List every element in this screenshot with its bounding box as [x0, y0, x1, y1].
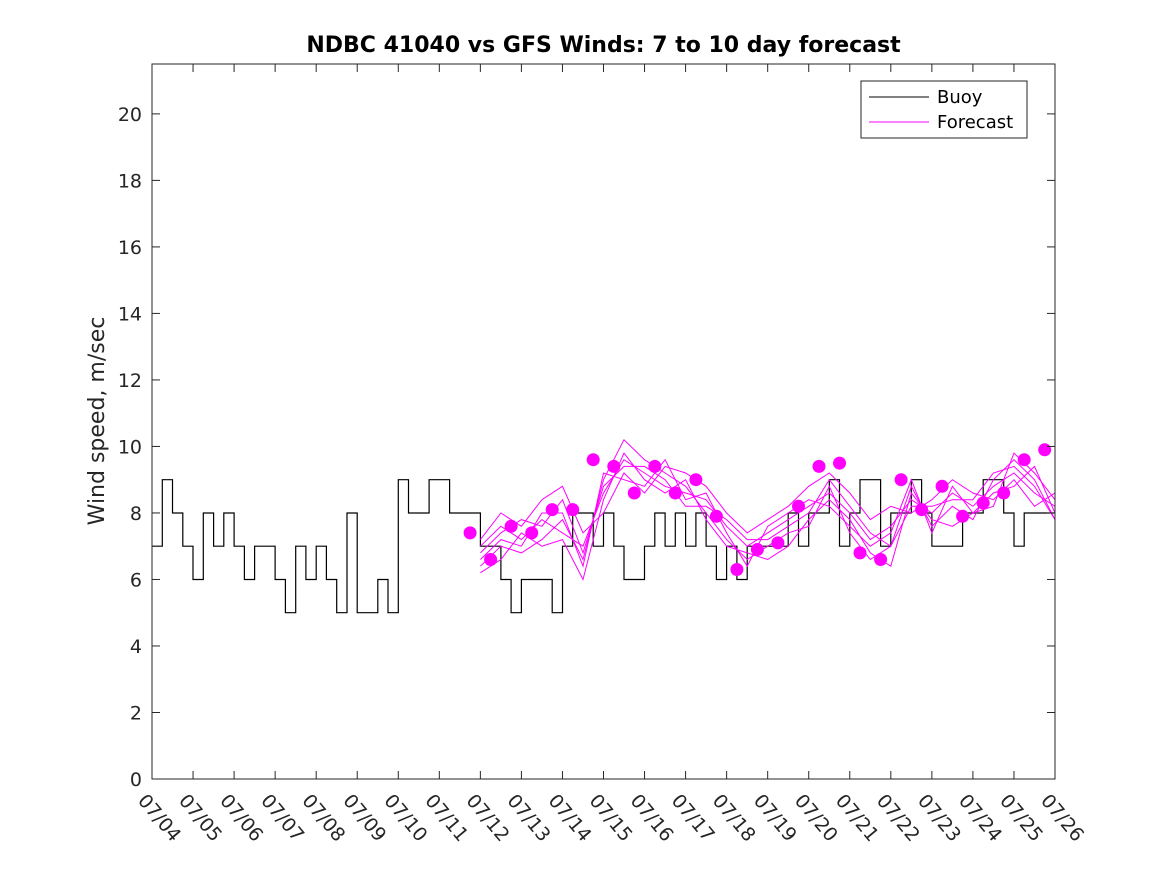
x-tick-label: 07/11 [420, 790, 472, 846]
forecast-marker-point [915, 503, 929, 517]
forecast-marker-point [627, 486, 641, 500]
x-tick-label: 07/22 [872, 790, 924, 846]
forecast-marker-point [709, 509, 723, 523]
legend-box [860, 80, 1028, 139]
y-tick-label: 4 [130, 636, 142, 658]
forecast-marker-point [1017, 453, 1031, 467]
forecast-marker-point [586, 453, 600, 467]
chart-title: NDBC 41040 vs GFS Winds: 7 to 10 day for… [306, 33, 901, 58]
forecast-marker-point [771, 536, 785, 550]
forecast-marker-point [792, 499, 805, 513]
y-tick-label: 8 [130, 503, 142, 525]
forecast-member-line-6 [480, 452, 1055, 568]
x-tick-label: 07/24 [954, 790, 1006, 846]
forecast-member-line-2 [480, 438, 1055, 567]
x-tick-label: 07/06 [215, 790, 267, 846]
x-tick-label: 07/13 [503, 790, 555, 846]
x-tick-label: 07/05 [174, 790, 226, 846]
x-tick-label: 07/17 [667, 790, 719, 846]
forecast-marker-point [668, 486, 682, 500]
y-tick-label: 6 [130, 569, 142, 591]
x-tick-label: 07/23 [913, 790, 965, 846]
x-tick-label: 07/18 [708, 790, 760, 846]
forecast-marker-point [648, 459, 662, 473]
x-tick-label: 07/16 [626, 790, 678, 846]
forecast-marker-point [607, 459, 621, 473]
axes-layer: 0246810121416182007/0407/0507/0607/0707/… [118, 64, 1088, 846]
x-tick-label: 07/15 [585, 790, 637, 846]
forecast-marker-point [894, 473, 908, 487]
x-tick-label: 07/07 [256, 790, 308, 846]
series-layer [152, 438, 1055, 614]
x-tick-label: 07/26 [1036, 790, 1088, 846]
y-tick-label: 18 [118, 170, 142, 192]
y-tick-label: 0 [130, 769, 142, 791]
forecast-marker-point [833, 456, 846, 470]
x-tick-label: 07/04 [133, 790, 185, 846]
x-tick-label: 07/20 [790, 790, 842, 846]
x-tick-label: 07/08 [297, 790, 349, 846]
forecast-member-line-4 [480, 452, 1055, 581]
forecast-marker-point [935, 479, 949, 493]
forecast-marker-point [750, 543, 764, 556]
y-tick-label: 2 [130, 702, 142, 724]
x-tick-label: 07/19 [749, 790, 801, 846]
y-tick-label: 14 [118, 303, 142, 325]
y-tick-label: 16 [118, 237, 142, 259]
plot-area-frame [151, 63, 1056, 780]
legend-forecast-label: Forecast [937, 112, 1013, 133]
x-tick-label: 07/10 [379, 790, 431, 846]
forecast-member-line-3 [480, 465, 1055, 540]
forecast-marker-point [689, 473, 703, 487]
y-axis-label: Wind speed, m/sec [85, 317, 110, 526]
forecast-member-line-1 [480, 459, 1055, 547]
forecast-marker-point [504, 519, 518, 533]
forecast-marker-point [812, 459, 826, 473]
forecast-marker-point [853, 546, 867, 560]
buoy-series-line [152, 479, 1055, 614]
forecast-marker-point [1038, 443, 1052, 457]
x-tick-label: 07/25 [995, 790, 1047, 846]
y-tick-label: 10 [118, 436, 142, 458]
forecast-marker-point [525, 526, 539, 540]
x-tick-label: 07/21 [831, 790, 883, 846]
forecast-marker-point [545, 503, 559, 517]
forecast-marker-point [484, 553, 498, 566]
legend-buoy-label: Buoy [937, 87, 983, 108]
legend: Buoy Forecast [860, 80, 1028, 139]
x-tick-label: 07/14 [544, 790, 596, 846]
forecast-marker-point [874, 553, 888, 566]
forecast-marker-point [956, 509, 970, 523]
x-tick-label: 07/09 [338, 790, 390, 846]
forecast-marker-point [566, 503, 580, 517]
y-tick-label: 20 [118, 104, 142, 126]
y-tick-label: 12 [118, 370, 142, 392]
forecast-member-line-5 [480, 465, 1055, 555]
forecast-marker-point [976, 496, 990, 510]
x-tick-label: 07/12 [462, 790, 514, 846]
forecast-marker-point [730, 563, 744, 576]
forecast-marker-point [997, 486, 1011, 500]
forecast-marker-point [463, 526, 477, 540]
